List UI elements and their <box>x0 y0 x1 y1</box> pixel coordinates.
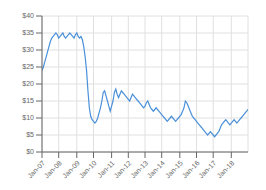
svg-text:Jan-10: Jan-10 <box>78 159 98 179</box>
svg-text:$0: $0 <box>26 148 34 155</box>
svg-text:Jan-09: Jan-09 <box>61 159 81 179</box>
svg-text:$40: $40 <box>22 12 34 19</box>
svg-text:Jan-07: Jan-07 <box>26 159 46 179</box>
svg-text:$20: $20 <box>22 80 34 87</box>
svg-text:$25: $25 <box>22 63 34 70</box>
svg-text:Jan-13: Jan-13 <box>129 159 149 179</box>
svg-text:Jan-08: Jan-08 <box>43 159 63 179</box>
svg-text:Jan-16: Jan-16 <box>181 159 201 179</box>
svg-text:Jan-12: Jan-12 <box>112 159 132 179</box>
svg-text:$30: $30 <box>22 46 34 53</box>
svg-text:Jan-11: Jan-11 <box>96 159 116 179</box>
svg-text:Jan-15: Jan-15 <box>164 159 184 179</box>
svg-text:$10: $10 <box>22 114 34 121</box>
svg-text:Jan-14: Jan-14 <box>146 159 166 179</box>
svg-text:$5: $5 <box>26 131 34 138</box>
svg-text:$15: $15 <box>22 97 34 104</box>
svg-text:Jan-18: Jan-18 <box>215 159 235 179</box>
svg-text:$35: $35 <box>22 29 34 36</box>
svg-text:Jan-17: Jan-17 <box>197 159 217 179</box>
